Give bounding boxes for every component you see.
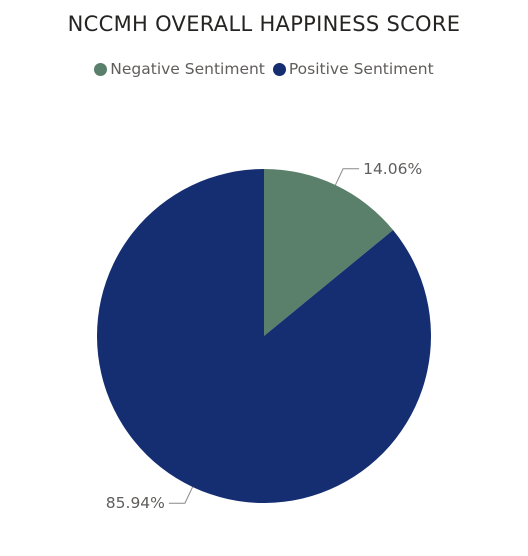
legend-item-positive[interactable]: Positive Sentiment [272,60,434,78]
data-label-positive: 85.94% [106,494,165,512]
legend-label-positive: Positive Sentiment [288,60,434,78]
legend-item-negative[interactable]: Negative Sentiment [94,60,265,78]
legend-marker-positive [272,62,286,76]
chart-title: NCCMH OVERALL HAPPINESS SCORE [67,12,461,36]
legend-marker-negative [94,62,108,76]
legend: Negative Sentiment Positive Sentiment [0,60,528,78]
leader-line-positive [168,486,194,504]
pie-slice-positive[interactable] [97,169,432,503]
legend-label-negative: Negative Sentiment [110,60,265,78]
pie-slice-negative[interactable] [264,169,394,336]
data-label-negative: 14.06% [363,160,422,178]
leader-line-negative [334,168,360,186]
